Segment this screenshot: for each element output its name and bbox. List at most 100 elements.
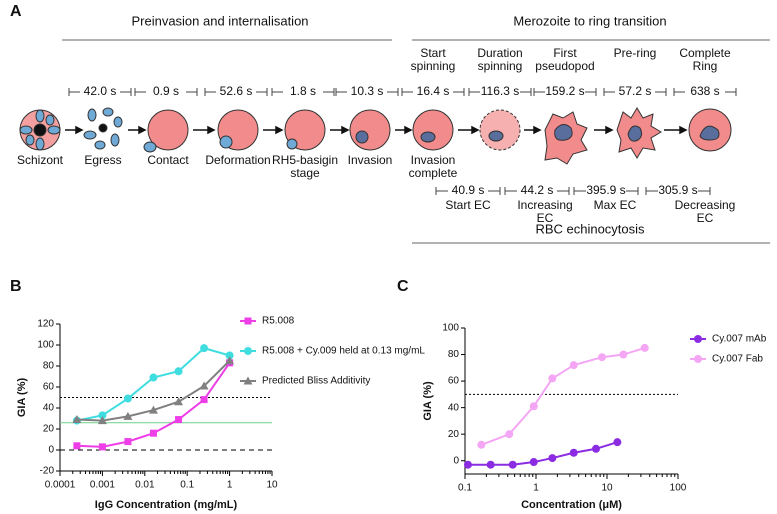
data-point xyxy=(97,416,107,425)
data-point xyxy=(174,367,183,376)
legend-marker xyxy=(244,347,252,355)
y-tick-label: 0 xyxy=(453,455,459,466)
data-point xyxy=(149,429,157,437)
duration-label: 52.6 s xyxy=(220,84,253,98)
event-label: Duration xyxy=(477,46,522,60)
stage-label: Schizont xyxy=(17,153,64,167)
data-point xyxy=(98,411,107,420)
data-point xyxy=(548,454,557,463)
data-point xyxy=(508,460,517,469)
duration-label: 638 s xyxy=(690,84,719,98)
duration-label: 16.4 s xyxy=(417,84,450,98)
duration-bg xyxy=(448,184,488,198)
duration-label: 40.9 s xyxy=(452,183,485,197)
legend-marker xyxy=(244,317,252,325)
ec-stage-label: EC xyxy=(697,211,714,225)
data-point xyxy=(529,402,538,411)
duration-label: 57.2 s xyxy=(619,84,652,98)
data-point xyxy=(124,438,132,446)
data-point xyxy=(486,460,495,469)
data-point xyxy=(640,343,649,352)
legend-marker xyxy=(694,355,702,363)
stage-label: complete xyxy=(409,166,458,180)
duration-label: 395.9 s xyxy=(586,183,625,197)
duration-bg xyxy=(658,184,698,198)
data-point xyxy=(548,374,557,383)
x-tick-label: 0.0001 xyxy=(45,480,76,491)
y-tick-label: 40 xyxy=(43,403,55,414)
data-point xyxy=(569,448,578,457)
stage-label: Invasion xyxy=(348,153,393,167)
data-point xyxy=(225,356,235,365)
stage-label: Egress xyxy=(84,153,121,167)
data-point xyxy=(123,411,133,420)
legend-label: Cy.007 Fab xyxy=(712,354,763,365)
data-point xyxy=(123,394,132,403)
x-axis-label: Concentration (μM) xyxy=(521,499,622,511)
ec-stage-label: Max EC xyxy=(594,198,637,212)
event-label: Pre-ring xyxy=(614,46,657,60)
panel-label: C xyxy=(397,278,409,295)
data-point xyxy=(592,444,601,453)
legend-label: Predicted Bliss Additivity xyxy=(262,376,370,387)
duration-label: 116.3 s xyxy=(481,84,519,98)
y-tick-label: 60 xyxy=(448,376,460,387)
data-point xyxy=(148,405,158,414)
y-tick-label: 100 xyxy=(37,340,54,351)
y-tick-label: 20 xyxy=(43,424,55,435)
legend-label: R5.008 xyxy=(262,316,295,327)
y-tick-label: 100 xyxy=(442,323,459,334)
data-point xyxy=(225,351,234,360)
series-line xyxy=(481,346,646,446)
data-point xyxy=(175,416,183,424)
event-label: spinning xyxy=(478,59,523,73)
duration-label: 305.9 s xyxy=(658,183,697,197)
stage-label: Contact xyxy=(147,153,189,167)
arrows xyxy=(65,125,688,135)
x-tick-label: 0.01 xyxy=(135,480,155,491)
duration-bg xyxy=(283,85,323,99)
duration-bg xyxy=(347,85,387,99)
ec-stage-label: Decreasing xyxy=(675,198,736,212)
duration-bg xyxy=(216,85,256,99)
duration-label: 0.9 s xyxy=(153,84,179,98)
duration-bg xyxy=(685,85,725,99)
data-point xyxy=(597,353,606,362)
legend-marker xyxy=(243,376,253,385)
y-tick-label: 0 xyxy=(48,445,54,456)
cells xyxy=(19,107,732,165)
header: Preinvasion and internalisation xyxy=(131,13,308,28)
stage-label: RH5-basigin xyxy=(272,153,338,167)
duration-bg xyxy=(615,85,655,99)
y-axis-label: GIA (%) xyxy=(16,378,28,418)
duration-bg xyxy=(413,85,453,99)
panel-label: B xyxy=(10,278,22,295)
data-point xyxy=(505,430,514,439)
header: RBC echinocytosis xyxy=(535,221,645,236)
y-tick-label: 120 xyxy=(37,319,54,330)
duration-bg xyxy=(480,85,520,99)
event-label: Complete xyxy=(679,46,731,60)
data-point xyxy=(174,397,184,406)
data-point xyxy=(73,442,81,450)
event-label: Ring xyxy=(693,59,718,73)
duration-bg xyxy=(80,85,120,99)
x-tick-label: 0.1 xyxy=(458,483,472,494)
x-tick-label: 0.1 xyxy=(180,480,194,491)
header: Merozoite to ring transition xyxy=(513,13,666,28)
y-tick-label: -20 xyxy=(40,466,55,477)
y-tick-label: 80 xyxy=(43,361,55,372)
duration-bg xyxy=(517,184,557,198)
x-tick-label: 1 xyxy=(533,483,539,494)
data-point xyxy=(200,396,208,404)
panel-label: A xyxy=(10,3,22,20)
x-tick-label: 10 xyxy=(601,483,613,494)
data-point xyxy=(72,415,82,424)
ec-stage-label: Start EC xyxy=(445,198,491,212)
y-tick-label: 60 xyxy=(43,382,55,393)
stage-label: stage xyxy=(290,166,320,180)
data-point xyxy=(149,373,158,382)
x-tick-label: 1 xyxy=(227,480,233,491)
x-axis-label: IgG Concentration (mg/mL) xyxy=(95,499,238,511)
